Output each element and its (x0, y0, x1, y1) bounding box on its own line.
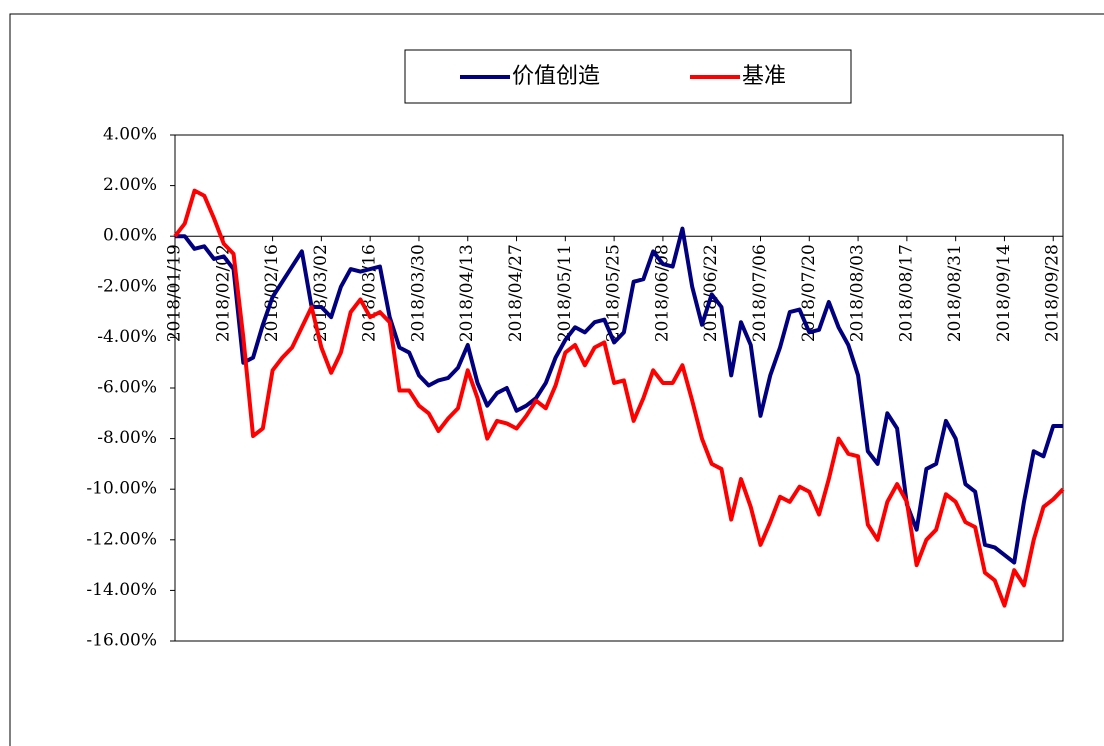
x-tick-label: 2018/08/31 (945, 244, 965, 342)
y-tick-label: 0.00% (103, 226, 157, 246)
y-tick-label: 2.00% (103, 175, 157, 195)
x-tick-label: 2018/03/30 (408, 244, 428, 342)
y-tick-label: -12.00% (86, 529, 157, 549)
x-tick-label: 2018/09/14 (994, 244, 1014, 342)
x-tick-label: 2018/05/11 (555, 244, 575, 342)
legend-label: 基准 (742, 64, 786, 89)
x-tick-label: 2018/08/17 (896, 244, 916, 342)
y-tick-label: -2.00% (97, 276, 157, 296)
x-tick-label: 2018/02/16 (262, 244, 282, 342)
y-tick-label: -16.00% (86, 631, 157, 651)
x-tick-label: 2018/03/16 (360, 244, 380, 342)
x-tick-label: 2018/04/27 (506, 244, 526, 342)
series-line (173, 188, 1065, 608)
series-line (175, 226, 1063, 565)
x-tick-label: 2018/08/03 (848, 244, 868, 342)
x-tick-label: 2018/03/02 (311, 244, 331, 342)
legend-label: 价值创造 (512, 64, 600, 89)
x-tick-label: 2018/06/08 (652, 244, 672, 342)
x-tick-label: 2018/01/19 (165, 244, 185, 342)
y-tick-label: 4.00% (103, 125, 157, 145)
y-tick-label: -10.00% (86, 479, 157, 499)
x-tick-label: 2018/07/06 (750, 244, 770, 342)
x-tick-label: 2018/05/25 (604, 244, 624, 342)
y-tick-label: -14.00% (86, 580, 157, 600)
y-tick-label: -6.00% (97, 378, 157, 398)
x-tick-label: 2018/04/13 (457, 244, 477, 342)
y-tick-label: -8.00% (97, 428, 157, 448)
x-tick-label: 2018/02/02 (213, 244, 233, 342)
x-tick-label: 2018/09/28 (1043, 244, 1063, 342)
plot-area (174, 134, 1064, 642)
chart-border (9, 13, 1104, 746)
y-tick-label: -4.00% (97, 327, 157, 347)
